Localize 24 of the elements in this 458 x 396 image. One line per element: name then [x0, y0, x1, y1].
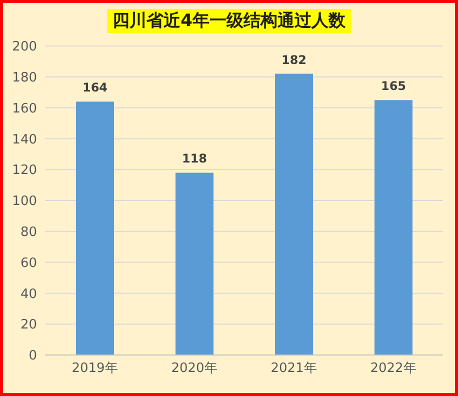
y-tick-label: 40 — [20, 286, 37, 302]
y-tick-label: 140 — [12, 132, 37, 148]
x-tick-label: 2022年 — [370, 361, 416, 376]
y-tick-label: 20 — [20, 318, 37, 333]
bar — [374, 100, 412, 355]
y-tick-label: 100 — [12, 194, 37, 210]
y-tick-label: 160 — [12, 101, 37, 116]
x-tick-label: 2021年 — [270, 361, 317, 376]
bar — [76, 102, 114, 355]
data-label: 164 — [82, 80, 108, 95]
y-tick-label: 60 — [20, 256, 37, 271]
data-label: 118 — [182, 152, 208, 166]
y-tick-label: 200 — [12, 40, 37, 55]
y-tick-label: 180 — [12, 70, 37, 86]
y-tick-label: 120 — [12, 163, 37, 178]
data-label: 182 — [281, 52, 307, 67]
x-tick-label: 2020年 — [171, 361, 218, 376]
bar — [176, 172, 214, 355]
chart-title: 四川省近4年一级结构通过人数 — [106, 9, 352, 33]
y-tick-label: 0 — [28, 348, 37, 364]
data-label: 165 — [380, 79, 406, 94]
y-tick-label: 80 — [20, 225, 37, 240]
x-tick-label: 2019年 — [72, 361, 118, 376]
bar — [275, 74, 313, 355]
